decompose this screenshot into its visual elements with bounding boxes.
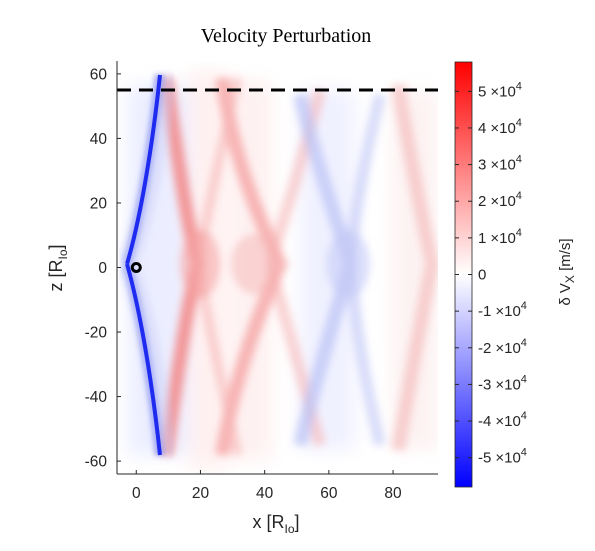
colorbar-tick-mantissa: 2: [478, 193, 486, 210]
y-axis-ticks: 60 40 20 0 -20 -40 -60: [85, 66, 121, 471]
colorbar-label-unit: [m/s]: [557, 238, 574, 275]
colorbar-tick-mantissa: -4: [478, 413, 491, 430]
y-tick-label: -20: [85, 325, 108, 342]
colorbar-tick-mantissa: -2: [478, 340, 491, 357]
colorbar-label-main: δ V: [557, 283, 574, 306]
x-tick-label: 0: [132, 485, 141, 502]
colorbar-tick-mantissa: 5: [478, 83, 486, 100]
colorbar-tick-exponent: 4: [521, 300, 527, 312]
colorbar-tick-exponent: 4: [516, 117, 522, 129]
colorbar-tick-base: ×10: [490, 157, 515, 174]
colorbar-tick-exponent: 4: [521, 373, 527, 385]
colorbar-tick-label: 2 ×104: [478, 190, 522, 210]
colorbar-tick-exponent: 4: [521, 410, 527, 422]
colorbar-tick-label: 5 ×104: [478, 80, 522, 100]
colorbar-tick-base: ×10: [495, 413, 520, 430]
colorbar-tick-mantissa: -1: [478, 303, 491, 320]
colorbar-label-sub: X: [563, 275, 577, 283]
colorbar-tick-base: ×10: [490, 230, 515, 247]
colorbar-tick-mantissa: 0: [478, 267, 486, 284]
colorbar-tick-base: ×10: [490, 193, 515, 210]
colorbar-tick-label: -2 ×104: [478, 337, 527, 357]
colorbar-tick-mantissa: 3: [478, 157, 486, 174]
x-axis-label: x [RIo]: [252, 512, 299, 536]
colorbar-tick-exponent: 4: [516, 154, 522, 166]
x-axis-label-main: x [R: [252, 512, 284, 532]
colorbar-tick-base: ×10: [490, 120, 515, 137]
colorbar-tick-mantissa: -5: [478, 450, 491, 467]
colorbar-tick-base: ×10: [490, 83, 515, 100]
colorbar-tick-exponent: 4: [521, 337, 527, 349]
y-tick-label: 40: [90, 131, 108, 148]
colorbar-tick-exponent: 4: [521, 447, 527, 459]
colorbar-tick-mantissa: 1: [478, 230, 486, 247]
colorbar-tick-base: ×10: [495, 303, 520, 320]
y-tick-label: -40: [85, 389, 108, 406]
y-tick-label: -60: [85, 454, 108, 471]
y-tick-label: 0: [98, 260, 107, 277]
x-tick-label: 20: [192, 485, 210, 502]
colorbar-tick-label: 0: [478, 267, 486, 284]
y-axis-label-main: z [R: [46, 260, 66, 292]
x-tick-label: 40: [256, 485, 274, 502]
colorbar-tick-base: ×10: [495, 340, 520, 357]
heatmap-wing-core-south: [125, 263, 162, 456]
colorbar-tick-label: -5 ×104: [478, 447, 527, 467]
colorbar-tick-label: 3 ×104: [478, 154, 522, 174]
y-axis-label-end: ]: [46, 244, 66, 249]
x-axis-label-end: ]: [295, 512, 300, 532]
colorbar-tick-label: 1 ×104: [478, 227, 522, 247]
y-axis-label-sub: Io: [56, 249, 70, 259]
colorbar-tick-base: ×10: [495, 450, 520, 467]
colorbar-tick-exponent: 4: [516, 227, 522, 239]
x-tick-label: 80: [384, 485, 402, 502]
colorbar-tick-label: 4 ×104: [478, 117, 522, 137]
heatmap-field: [117, 70, 438, 470]
x-axis-ticks: 0 20 40 60 80: [132, 470, 402, 502]
x-axis-label-sub: Io: [284, 522, 294, 536]
chart-title: Velocity Perturbation: [201, 25, 372, 47]
colorbar-tick-mantissa: 4: [478, 120, 486, 137]
colorbar-tick-base: ×10: [495, 376, 520, 393]
heatmap-plot-area: 0 20 40 60 80 60 40 20 0 -20 -40 -60: [85, 61, 438, 502]
colorbar-tick-label: -3 ×104: [478, 373, 527, 393]
colorbar-label: δ VX [m/s]: [557, 238, 577, 305]
y-tick-label: 20: [90, 195, 108, 212]
heatmap-wing-core-north: [125, 74, 162, 265]
heatmap-wave-structures: [159, 76, 438, 457]
y-tick-label: 60: [90, 66, 108, 83]
colorbar-tick-mantissa: -3: [478, 376, 491, 393]
colorbar-tick-label: -1 ×104: [478, 300, 527, 320]
colorbar-tick-label: -4 ×104: [478, 410, 527, 430]
colorbar-tick-exponent: 4: [516, 190, 522, 202]
colorbar-tick-exponent: 4: [516, 80, 522, 92]
io-position-marker: [130, 262, 142, 273]
x-tick-label: 60: [320, 485, 338, 502]
y-axis-label: z [RIo]: [46, 244, 70, 291]
